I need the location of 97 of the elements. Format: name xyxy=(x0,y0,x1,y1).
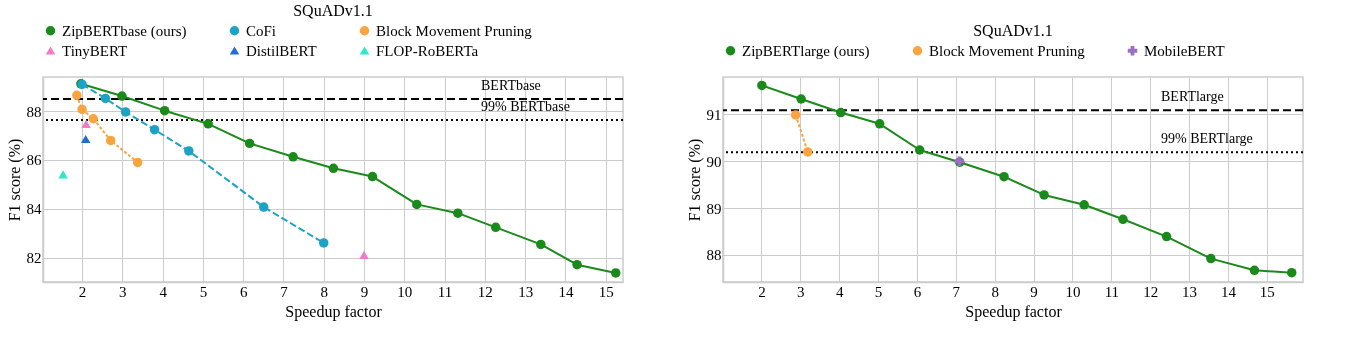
x-tick-label: 8 xyxy=(320,283,328,300)
x-tick-label: 9 xyxy=(360,283,369,300)
x-tick-label: 11 xyxy=(1104,283,1120,300)
point xyxy=(1249,265,1260,276)
point xyxy=(100,93,111,104)
ref-line-label: BERTlarge xyxy=(1161,89,1224,105)
x-tick-label: 4 xyxy=(159,283,168,300)
point xyxy=(757,80,767,91)
point xyxy=(288,152,298,162)
legend-label: DistilBERT xyxy=(246,42,317,59)
point xyxy=(412,199,422,210)
point xyxy=(328,163,339,174)
point xyxy=(572,259,582,270)
y-tick-label: 90 xyxy=(706,153,722,170)
y-tick-label: 89 xyxy=(706,200,722,217)
y-tick-label: 84 xyxy=(26,201,42,218)
x-tick-label: 6 xyxy=(239,283,248,300)
x-tick-label: 5 xyxy=(199,283,208,300)
point xyxy=(149,124,160,135)
y-tick-label: 88 xyxy=(706,247,722,264)
point xyxy=(81,119,91,128)
ref-line-label: 99% BERTbase xyxy=(481,98,570,114)
point xyxy=(453,208,463,218)
point xyxy=(1118,214,1128,225)
x-tick-label: 7 xyxy=(280,283,289,300)
legend-label: MobileBERT xyxy=(1144,42,1225,59)
point xyxy=(836,107,846,118)
point xyxy=(80,134,91,144)
x-tick-label: 6 xyxy=(913,283,922,300)
point xyxy=(105,135,116,146)
point xyxy=(258,202,269,212)
legend-label: FLOP-RoBERTa xyxy=(376,42,479,59)
y-tick-label: 91 xyxy=(706,106,722,123)
point xyxy=(203,119,213,129)
point xyxy=(1079,200,1089,210)
x-tick-label: 2 xyxy=(78,283,87,300)
chart-title: SQuADv1.1 xyxy=(973,22,1053,39)
x-tick-label: 7 xyxy=(952,283,961,300)
point xyxy=(1206,253,1216,264)
point xyxy=(999,171,1009,182)
point xyxy=(159,105,170,116)
point xyxy=(120,107,131,117)
legend-label: CoFi xyxy=(246,22,277,39)
x-tick-label: 5 xyxy=(874,283,883,300)
x-tick-label: 14 xyxy=(1220,283,1237,300)
x-tick-label: 9 xyxy=(1030,283,1038,300)
x-tick-label: 13 xyxy=(1182,283,1198,300)
x-tick-label: 10 xyxy=(1065,283,1081,300)
x-tick-label: 13 xyxy=(518,283,534,300)
chart-title: SQuADv1.1 xyxy=(293,2,373,19)
point xyxy=(914,145,925,155)
x-tick-label: 10 xyxy=(397,283,413,300)
point xyxy=(796,94,806,104)
legend-label: Block Movement Pruning xyxy=(929,42,1086,59)
point xyxy=(611,268,621,278)
x-tick-label: 3 xyxy=(797,283,805,300)
x-tick-label: 12 xyxy=(477,283,493,300)
point xyxy=(490,222,501,233)
y-axis-title: F1 score (%) xyxy=(5,138,24,222)
x-tick-label: 4 xyxy=(835,283,844,300)
point xyxy=(132,157,143,168)
point xyxy=(803,147,813,157)
y-tick-label: 88 xyxy=(26,103,42,120)
point xyxy=(790,110,801,120)
point xyxy=(1039,190,1049,200)
ref-line-label: 99% BERTlarge xyxy=(1161,131,1253,147)
ref-line-label: BERTbase xyxy=(481,77,541,93)
legend-label: ZipBERTbase (ours) xyxy=(62,22,187,40)
point xyxy=(367,171,378,182)
x-tick-label: 14 xyxy=(558,283,574,300)
point xyxy=(88,114,99,124)
y-tick-label: 82 xyxy=(26,250,42,267)
legend-label: TinyBERT xyxy=(62,42,128,59)
x-tick-label: 2 xyxy=(758,283,766,300)
x-tick-label: 3 xyxy=(119,283,127,300)
point xyxy=(536,239,546,250)
legend-label: Block Movement Pruning xyxy=(376,22,533,39)
point xyxy=(1286,267,1297,278)
x-tick-label: 15 xyxy=(598,283,614,300)
point xyxy=(244,138,255,149)
legend-label: ZipBERTlarge (ours) xyxy=(742,42,870,60)
point xyxy=(1161,231,1172,242)
point xyxy=(72,90,82,101)
x-tick-label: 15 xyxy=(1259,283,1275,300)
point xyxy=(359,250,369,260)
point xyxy=(117,91,127,101)
point xyxy=(874,119,885,129)
point xyxy=(184,146,194,156)
x-axis-title: Speedup factor xyxy=(965,302,1063,321)
x-axis-title: Speedup factor xyxy=(285,302,383,321)
x-tick-label: 11 xyxy=(437,283,453,300)
point xyxy=(77,104,87,115)
point xyxy=(318,238,329,248)
x-tick-label: 8 xyxy=(991,283,999,300)
x-tick-label: 12 xyxy=(1143,283,1159,300)
y-axis-title: F1 score (%) xyxy=(685,138,704,222)
y-tick-label: 86 xyxy=(26,152,42,169)
